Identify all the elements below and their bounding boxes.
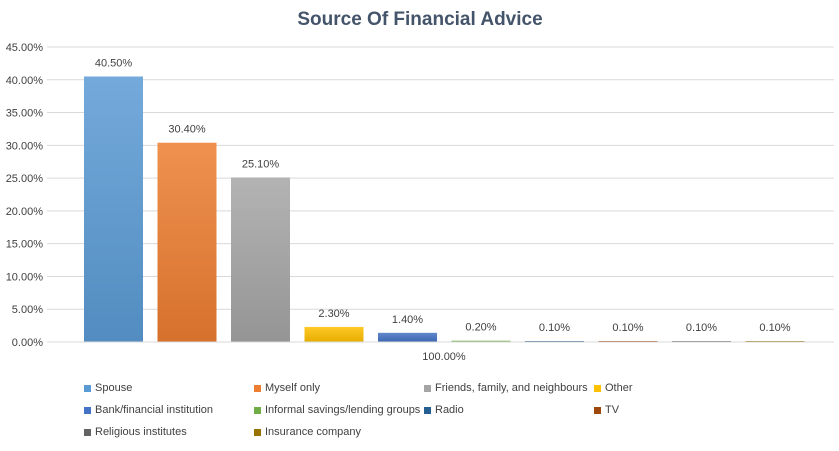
y-tick-label: 10.00% <box>6 271 44 283</box>
legend-label: Religious institutes <box>95 426 187 438</box>
y-tick-label: 5.00% <box>12 304 43 316</box>
y-tick-label: 45.00% <box>6 42 44 54</box>
y-tick-label: 0.00% <box>12 337 43 349</box>
y-axis-ticks: 0.00% 5.00% 10.00% 15.00% 20.00% 25.00% 30.00%… <box>6 42 44 349</box>
legend-label: Radio <box>435 404 464 416</box>
legend-swatch <box>84 428 91 436</box>
legend-label: Other <box>605 382 633 394</box>
bar <box>231 177 290 342</box>
category-axis-label: 100.00% <box>422 351 466 363</box>
data-label: 0.10% <box>612 322 643 334</box>
bar-series <box>84 76 805 342</box>
data-label: 0.10% <box>539 322 570 334</box>
legend-item: Radio <box>424 404 464 416</box>
legend-label: TV <box>605 404 620 416</box>
legend-item: Other <box>594 382 633 394</box>
data-label: 0.10% <box>759 322 790 334</box>
data-label: 25.10% <box>242 158 280 170</box>
y-tick-label: 20.00% <box>6 206 44 218</box>
legend-swatch <box>424 384 431 392</box>
chart-title: Source Of Financial Advice <box>297 9 542 30</box>
y-tick-label: 40.00% <box>6 75 44 87</box>
legend-label: Insurance company <box>265 426 361 438</box>
legend-swatch <box>594 406 601 414</box>
legend-item: Bank/financial institution <box>84 404 213 416</box>
legend-item: Informal savings/lending groups <box>254 404 420 416</box>
legend-label: Spouse <box>95 382 133 394</box>
y-tick-label: 15.00% <box>6 239 44 251</box>
legend-label: Friends, family, and neighbours <box>435 382 588 394</box>
legend-label: Bank/financial institution <box>95 404 214 416</box>
legend-swatch <box>424 406 431 414</box>
legend-label: Myself only <box>265 382 321 394</box>
data-label: 40.50% <box>95 58 133 70</box>
bar <box>451 340 511 342</box>
legend-item: Religious institutes <box>84 426 187 438</box>
data-label: 0.10% <box>686 322 717 334</box>
y-tick-label: 30.00% <box>6 140 44 152</box>
bar <box>378 332 437 342</box>
legend-swatch <box>594 384 601 392</box>
bar <box>157 142 217 342</box>
legend-swatch <box>254 428 261 436</box>
bar <box>84 76 143 342</box>
legend-item: Friends, family, and neighbours <box>424 382 588 394</box>
legend-item: Spouse <box>84 382 132 394</box>
legend-item: Insurance company <box>254 426 361 438</box>
data-label: 1.40% <box>392 314 423 326</box>
data-label: 2.30% <box>318 308 349 320</box>
y-gridlines <box>47 46 834 310</box>
legend-item: TV <box>594 404 619 416</box>
y-tick-label: 25.00% <box>6 173 44 185</box>
y-tick-label: 35.00% <box>6 108 44 120</box>
legend-label: Informal savings/lending groups <box>265 404 421 416</box>
legend-swatch <box>254 384 261 392</box>
legend-item: Myself only <box>254 382 320 394</box>
legend-swatch <box>84 384 91 392</box>
data-label: 30.40% <box>168 124 206 136</box>
legend-swatch <box>254 406 261 414</box>
bar <box>304 326 364 342</box>
data-label: 0.20% <box>465 322 496 334</box>
data-labels: 40.50% 30.40% 25.10% 2.30% 1.40% 0.20% 0.10% 0.… <box>95 58 791 335</box>
legend-swatch <box>84 406 91 414</box>
